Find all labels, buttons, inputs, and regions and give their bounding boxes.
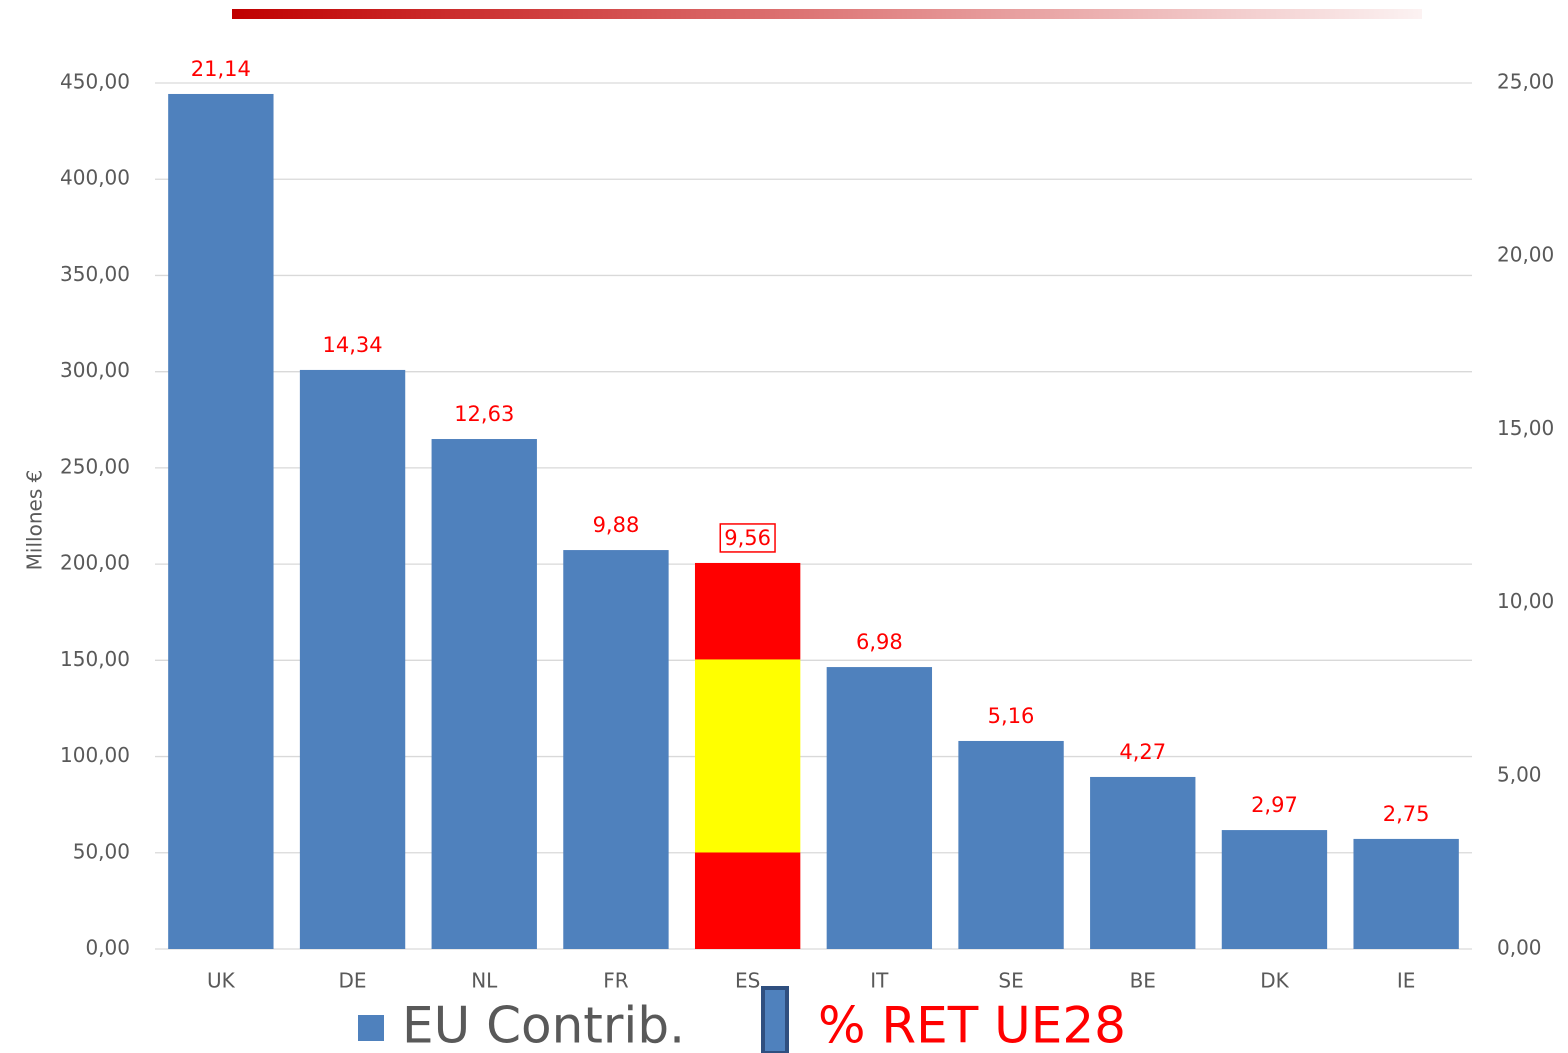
bar <box>1090 776 1196 949</box>
y-tick-label: 250,00 <box>60 454 130 478</box>
y-tick-label: 100,00 <box>60 743 130 767</box>
y2-tick-label: 5,00 <box>1497 762 1542 786</box>
data-label: 9,56 <box>724 526 771 550</box>
y-tick-label: 200,00 <box>60 551 130 575</box>
bar <box>299 369 406 949</box>
legend-swatch <box>761 986 789 1053</box>
bar-stripe <box>694 852 801 949</box>
legend-swatch <box>358 1015 384 1041</box>
bar <box>431 439 537 949</box>
x-tick-label: NL <box>471 969 498 993</box>
x-tick-label: IE <box>1397 969 1416 993</box>
y-tick-label: 400,00 <box>60 166 130 190</box>
y2-tick-label: 15,00 <box>1497 416 1554 440</box>
y-tick-label: 350,00 <box>60 262 130 286</box>
y2-tick-label: 25,00 <box>1497 70 1554 94</box>
x-tick-label: DE <box>339 969 367 993</box>
y2-tick-label: 20,00 <box>1497 243 1554 267</box>
header-bar <box>232 9 1422 19</box>
bar <box>1221 830 1328 949</box>
x-tick-label: UK <box>207 969 236 993</box>
legend-label: EU Contrib. <box>402 997 685 1053</box>
bar <box>694 562 801 949</box>
data-label: 2,75 <box>1383 802 1430 826</box>
x-tick-label: IT <box>870 969 889 993</box>
data-label: 2,97 <box>1251 793 1298 817</box>
y2-tick-label: 0,00 <box>1497 936 1542 960</box>
bar <box>563 550 669 949</box>
y2-tick-label: 10,00 <box>1497 589 1554 613</box>
bar <box>1353 838 1459 949</box>
data-label-box <box>719 523 776 553</box>
data-label: 5,16 <box>988 704 1035 728</box>
bar <box>826 667 933 949</box>
x-tick-label: DK <box>1260 969 1289 993</box>
bar-stripe <box>694 659 801 853</box>
data-label: 4,27 <box>1119 740 1166 764</box>
y-tick-label: 450,00 <box>60 70 130 94</box>
data-label: 21,14 <box>191 57 251 81</box>
data-label: 6,98 <box>856 630 903 654</box>
legend-label: % RET UE28 <box>818 997 1126 1053</box>
data-label: 9,88 <box>593 513 640 537</box>
y-tick-label: 0,00 <box>85 936 130 960</box>
data-label: 12,63 <box>454 402 514 426</box>
x-tick-label: SE <box>998 969 1023 993</box>
y-tick-label: 150,00 <box>60 647 130 671</box>
x-tick-label: BE <box>1130 969 1156 993</box>
x-tick-label: FR <box>603 969 629 993</box>
x-tick-label: ES <box>735 969 760 993</box>
y-tick-label: 300,00 <box>60 358 130 382</box>
data-label: 14,34 <box>322 333 382 357</box>
bar <box>168 93 274 949</box>
y-axis-label: Millones € <box>23 470 47 571</box>
bar-stripe <box>694 562 801 660</box>
y-tick-label: 50,00 <box>73 839 130 863</box>
bar <box>958 740 1064 949</box>
